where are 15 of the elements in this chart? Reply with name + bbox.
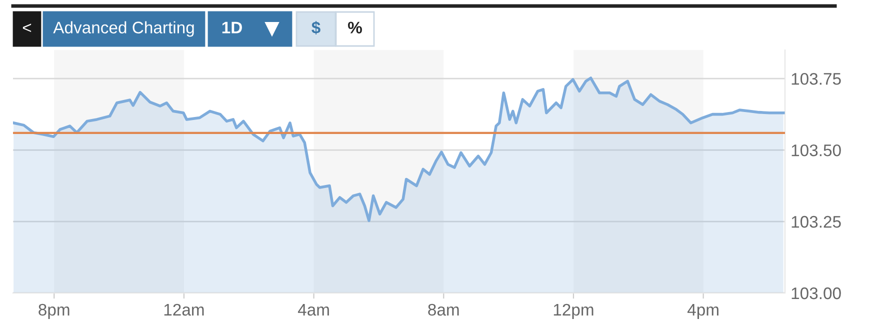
text: < [22, 24, 32, 32]
y-tick-label: 103.25 [792, 216, 841, 228]
text: 1D [222, 22, 242, 34]
x-tick-label: 8pm [38, 304, 70, 319]
x-tick-label: 8am [428, 304, 459, 316]
y-tick-label: 103.00 [792, 287, 841, 300]
text: Advanced Charting [53, 21, 194, 37]
y-tick-label: 103.75 [792, 72, 841, 85]
y-tick-label: 103.50 [792, 144, 841, 156]
x-tick-label: 12am [164, 304, 204, 316]
text: $ [312, 20, 320, 35]
x-tick-label: 4am [298, 304, 329, 316]
x-tick-label: 12pm [554, 304, 594, 319]
text: % [348, 22, 362, 34]
x-tick-label: 4pm [687, 304, 718, 319]
